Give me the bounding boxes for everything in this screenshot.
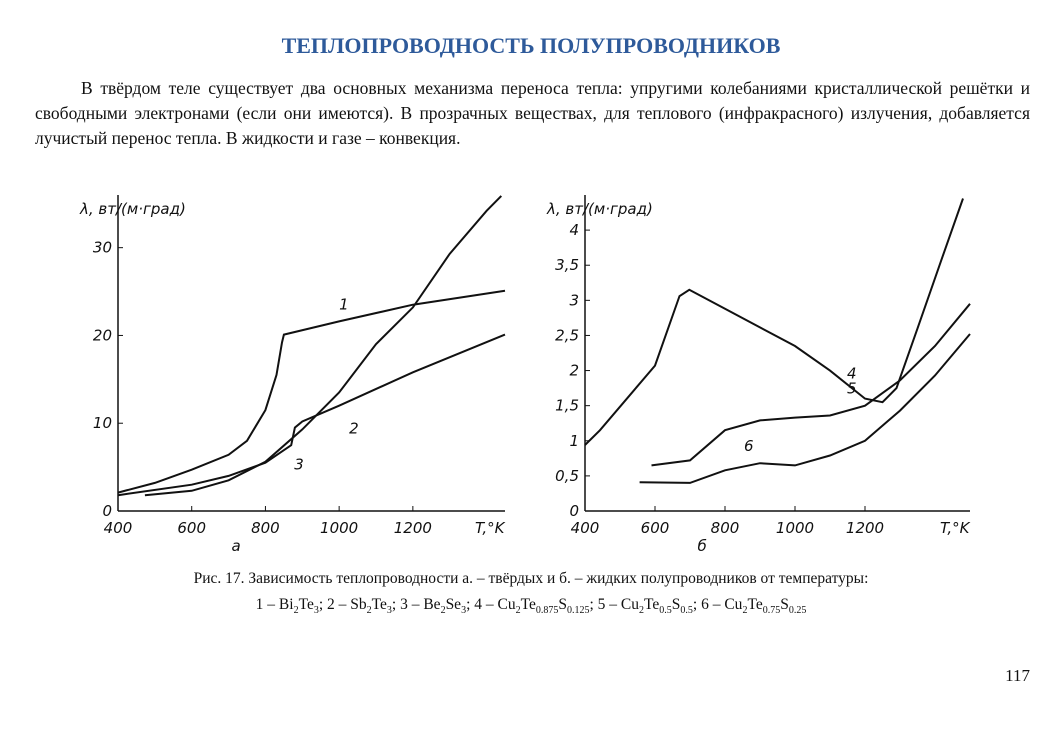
y-tick-label: 10 bbox=[93, 414, 112, 432]
caption-text: ; 2 – Sb bbox=[318, 596, 367, 613]
subscript: 0.875 bbox=[535, 605, 559, 617]
caption-text: ; 5 – Cu bbox=[589, 596, 640, 613]
curve-label: 3 bbox=[294, 455, 304, 473]
caption-text: Te bbox=[747, 596, 763, 613]
subscript: 3 bbox=[386, 605, 392, 617]
page-number: 117 bbox=[1005, 666, 1030, 685]
x-tick-label: 1200 bbox=[846, 519, 884, 537]
x-tick-label: 1200 bbox=[394, 519, 432, 537]
caption-text: Te bbox=[644, 596, 660, 613]
y-tick-label: 4 bbox=[569, 221, 579, 239]
y-tick-label: 3,5 bbox=[555, 256, 579, 274]
x-tick-label: 600 bbox=[641, 519, 670, 537]
caption-text: S bbox=[780, 596, 789, 613]
y-tick-label: 2,5 bbox=[555, 326, 579, 344]
chart-subtitle: а bbox=[232, 537, 241, 555]
x-axis-label: T,°K bbox=[940, 519, 971, 537]
y-tick-label: 30 bbox=[93, 239, 112, 257]
x-tick-label: 800 bbox=[711, 519, 740, 537]
caption-text: Te bbox=[520, 596, 536, 613]
caption-text: Te bbox=[298, 596, 314, 613]
curve bbox=[144, 195, 503, 497]
curve bbox=[117, 289, 506, 494]
chart-subtitle: б bbox=[698, 537, 707, 555]
curve bbox=[639, 333, 971, 484]
y-tick-label: 2 bbox=[569, 362, 579, 380]
y-tick-label: 1 bbox=[569, 432, 579, 450]
x-tick-label: 800 bbox=[251, 519, 280, 537]
caption-text: ; 6 – Cu bbox=[692, 596, 743, 613]
subscript: 0.125 bbox=[566, 605, 590, 617]
y-tick-label: 20 bbox=[93, 326, 112, 344]
caption-text: 1 – Bi bbox=[255, 596, 294, 613]
curve-label: 6 bbox=[744, 437, 754, 455]
y-tick-label: 0 bbox=[102, 502, 112, 520]
x-tick-label: 400 bbox=[571, 519, 600, 537]
caption-text: ; 3 – Be bbox=[391, 596, 441, 613]
caption-text: Te bbox=[371, 596, 387, 613]
curve-label: 2 bbox=[349, 420, 359, 438]
caption-legend: 1 – Bi2Te3; 2 – Sb2Te3; 3 – Be2Se3; 4 – … bbox=[0, 596, 1062, 616]
caption-text: ; 4 – Cu bbox=[466, 596, 516, 613]
y-tick-label: 0 bbox=[569, 502, 579, 520]
paragraph: В твёрдом теле существует два основных м… bbox=[35, 78, 1030, 148]
y-tick-label: 0,5 bbox=[555, 467, 579, 485]
caption-text: Se bbox=[445, 596, 462, 613]
y-tick-label: 3 bbox=[569, 291, 579, 309]
x-tick-label: 1000 bbox=[776, 519, 814, 537]
subscript: 0.25 bbox=[788, 605, 807, 617]
x-tick-label: 600 bbox=[177, 519, 206, 537]
caption-text: S bbox=[671, 596, 681, 613]
subscript: 0.75 bbox=[762, 605, 781, 617]
caption-text: S bbox=[558, 596, 567, 613]
curve bbox=[651, 303, 971, 467]
subscript: 2 bbox=[742, 605, 748, 617]
subscript: 0.5 bbox=[659, 605, 672, 617]
x-tick-label: 1000 bbox=[320, 519, 358, 537]
subscript: 3 bbox=[313, 605, 319, 617]
x-axis-label: T,°K bbox=[475, 519, 506, 537]
title: ТЕПЛОПРОВОДНОСТЬ ПОЛУПРОВОДНИКОВ bbox=[281, 33, 781, 58]
subscript: 0.5 bbox=[680, 605, 693, 617]
subscript: 2 bbox=[366, 605, 372, 617]
subscript: 2 bbox=[639, 605, 645, 617]
subscript: 2 bbox=[440, 605, 446, 617]
subscript: 2 bbox=[293, 605, 299, 617]
x-tick-label: 400 bbox=[104, 519, 133, 537]
subscript: 3 bbox=[461, 605, 467, 617]
curve bbox=[584, 198, 964, 446]
y-axis-label: λ, вт/(м·град) bbox=[79, 200, 186, 218]
subscript: 2 bbox=[515, 605, 521, 617]
curve bbox=[117, 333, 506, 497]
y-axis-label: λ, вт/(м·град) bbox=[546, 200, 653, 218]
curve-label: 4 bbox=[847, 365, 857, 383]
y-tick-label: 1,5 bbox=[555, 397, 579, 415]
curve-label: 5 bbox=[847, 380, 857, 398]
curve-label: 1 bbox=[339, 295, 349, 313]
caption: Рис. 17. Зависимость теплопроводности а.… bbox=[193, 570, 869, 587]
